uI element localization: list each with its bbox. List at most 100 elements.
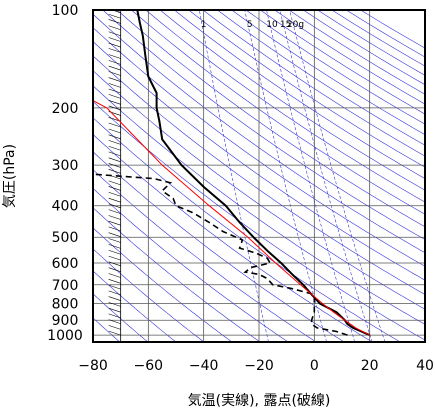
- x-tick-label: −80: [78, 358, 108, 374]
- parcel-line: [93, 100, 370, 336]
- wind-barb: [108, 244, 121, 249]
- dry-adiabat-line: [93, 55, 425, 295]
- mixing-ratio-label: 20g: [287, 20, 304, 30]
- wind-barb: [108, 60, 121, 65]
- wind-barb: [108, 249, 121, 255]
- wind-barb: [108, 42, 121, 48]
- dry-adiabat-line: [93, 317, 120, 342]
- dry-adiabat-line: [93, 227, 233, 342]
- wind-barb: [108, 307, 121, 313]
- dry-adiabat-line: [93, 151, 345, 342]
- dry-adiabat-line: [102, 10, 425, 240]
- mixing-ratio-lines: [199, 10, 386, 342]
- wind-barb: [108, 88, 121, 94]
- grid: [92, 9, 426, 342]
- mixing-ratio-label: 15: [280, 20, 291, 30]
- wind-barb: [108, 319, 121, 324]
- wind-barb: [108, 151, 121, 157]
- wind-barb: [108, 220, 121, 226]
- y-tick-label: 500: [52, 230, 79, 246]
- wind-barb: [108, 238, 121, 243]
- wind-barb: [108, 83, 121, 88]
- wind-barb: [108, 94, 121, 99]
- dry-adiabat-line: [145, 10, 425, 203]
- dewpoint-line: [93, 173, 348, 336]
- dry-adiabat-line: [93, 134, 373, 342]
- x-tick-label: −60: [134, 358, 164, 374]
- wind-barb: [108, 140, 121, 145]
- wind-barb: [108, 296, 121, 301]
- x-tick-label: −20: [244, 358, 274, 374]
- dry-adiabat-line: [93, 117, 401, 342]
- wind-barb: [108, 273, 121, 278]
- dry-adiabat-line: [93, 207, 261, 342]
- wind-barb: [108, 302, 121, 307]
- mixing-ratio-label: 5: [247, 20, 253, 30]
- wind-barb: [108, 65, 121, 71]
- wind-barb: [108, 226, 121, 232]
- wind-barb: [108, 48, 121, 53]
- dry-adiabat-line: [346, 10, 425, 58]
- dry-adiabat-line: [93, 248, 205, 342]
- dry-adiabat-line: [93, 27, 425, 267]
- dry-adiabat-line: [188, 10, 425, 168]
- y-tick-label: 900: [52, 313, 79, 329]
- wind-barb: [108, 134, 121, 140]
- y-tick-label: 400: [52, 199, 79, 215]
- x-tick-label: 20: [361, 358, 379, 374]
- dry-adiabat-line: [331, 10, 425, 67]
- wind-barb: [108, 290, 121, 296]
- dry-adiabat-line: [93, 169, 317, 342]
- mixing-ratio-line: [289, 10, 386, 342]
- wind-barb: [108, 54, 121, 59]
- wind-barb: [108, 37, 121, 42]
- wind-barb: [108, 180, 121, 186]
- y-axis-title: 気圧(hPa): [2, 144, 18, 208]
- y-tick-label: 800: [52, 297, 79, 313]
- dry-adiabat-line: [274, 10, 425, 105]
- mixing-ratio-line: [266, 10, 355, 342]
- wind-barb: [108, 105, 121, 111]
- dry-adiabat-line: [159, 10, 425, 191]
- y-tick-label: 600: [52, 256, 79, 272]
- series: [93, 10, 371, 337]
- dry-adiabat-line: [217, 10, 425, 146]
- wind-barb: [108, 71, 121, 76]
- y-tick-label: 100: [52, 3, 79, 19]
- wind-barb: [108, 203, 121, 209]
- mixing-ratio-line: [199, 10, 269, 342]
- dry-adiabat-line: [116, 10, 425, 228]
- x-tick-label: 0: [310, 358, 319, 374]
- x-tick-labels: −80 −60 −40 −20 0 20 40: [78, 358, 434, 374]
- wind-barb: [108, 255, 121, 261]
- x-tick-label: −40: [189, 358, 219, 374]
- wind-barb: [108, 128, 121, 134]
- wind-barb: [108, 325, 121, 330]
- wind-barb: [108, 19, 121, 24]
- dry-adiabat-line: [93, 70, 425, 310]
- dry-adiabat-line: [260, 10, 425, 115]
- mixing-ratio-label: 10: [266, 20, 278, 30]
- wind-barb: [108, 25, 121, 31]
- wind-barb: [108, 215, 121, 220]
- wind-barb: [108, 157, 121, 163]
- wind-barb: [108, 267, 121, 272]
- dry-adiabat-line: [93, 187, 289, 342]
- wind-barb: [108, 13, 121, 19]
- wind-barb: [108, 169, 121, 174]
- wind-barb: [108, 330, 121, 336]
- dry-adiabat-line: [93, 41, 425, 281]
- wind-barb: [108, 209, 121, 214]
- wind-barb: [108, 77, 121, 82]
- dry-adiabat-line: [93, 270, 176, 342]
- y-tick-label: 1000: [47, 328, 83, 344]
- dry-adiabat-line: [93, 13, 425, 254]
- wind-barb: [108, 100, 121, 105]
- wind-barb: [108, 284, 121, 290]
- dry-adiabat-line: [131, 10, 425, 215]
- wind-barb: [108, 191, 121, 197]
